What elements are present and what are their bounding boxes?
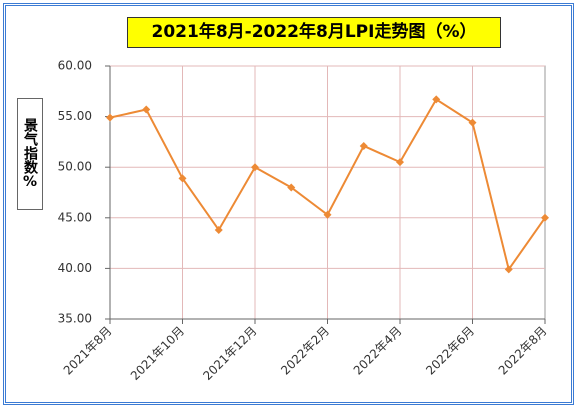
x-tick-label: 2021年8月 <box>61 324 115 378</box>
y-tick-label: 35.00 <box>58 312 92 326</box>
chart-title: 2021年8月-2022年8月LPI走势图（%） <box>127 17 501 48</box>
y-tick-label: 55.00 <box>58 109 92 123</box>
point <box>541 213 549 222</box>
point <box>504 265 513 274</box>
point <box>432 95 441 104</box>
point <box>106 113 114 122</box>
y-tick-label: 60.00 <box>58 59 92 73</box>
point <box>142 105 151 114</box>
x-tick-label: 2021年10月 <box>128 324 187 383</box>
x-tick-label: 2022年6月 <box>423 324 477 378</box>
chart-frame <box>3 3 574 405</box>
point <box>178 174 187 183</box>
y-tick-label: 45.00 <box>58 210 92 224</box>
point <box>287 183 296 192</box>
point <box>251 163 259 172</box>
x-tick-label: 2022年8月 <box>496 324 550 378</box>
point <box>359 141 368 150</box>
point <box>214 225 223 234</box>
point <box>323 210 332 219</box>
point <box>468 118 477 127</box>
y-axis-label: 景气指数% <box>17 98 43 210</box>
y-tick-label: 40.00 <box>58 261 92 275</box>
point <box>396 158 404 167</box>
x-tick-label: 2021年12月 <box>200 324 259 383</box>
x-tick-label: 2022年2月 <box>278 324 332 378</box>
y-tick-label: 50.00 <box>58 160 92 174</box>
x-tick-label: 2022年4月 <box>351 324 405 378</box>
